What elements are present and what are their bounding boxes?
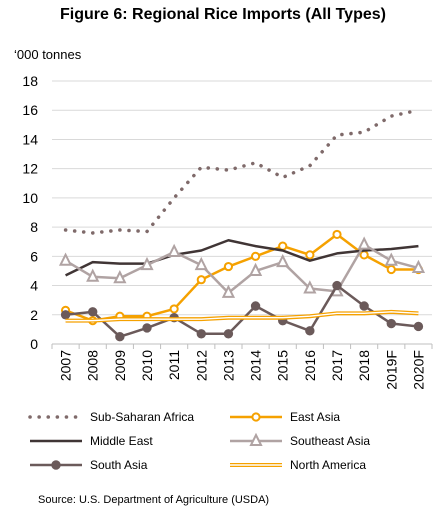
series-south-asia-point [332, 280, 342, 291]
series-north-america [65, 309, 419, 323]
y-tick-label: 18 [22, 73, 38, 89]
x-tick-label: 2009 [112, 350, 128, 381]
series-south-asia-point [60, 310, 71, 320]
x-tick-label: 2018 [356, 350, 372, 381]
series-east-asia-point [386, 264, 396, 275]
series-southeast-asia-point [86, 268, 100, 282]
legend-item-sub-saharan-africa: Sub-Saharan Africa [28, 410, 194, 424]
x-tick-label: 2015 [275, 350, 291, 381]
series-southeast-asia-point [384, 252, 398, 266]
legend-item-southeast-asia: Southeast Asia [230, 432, 370, 448]
legend-item-south-asia: South Asia [30, 458, 148, 472]
series-east-asia-point [250, 251, 261, 261]
series-north-america-line-inner [65, 311, 419, 322]
legend-item-east-asia: East Asia [230, 410, 340, 424]
series-sub-saharan-africa-line [63, 108, 421, 235]
series-south-asia-point [142, 323, 152, 333]
legend-item-east-asia-label: East Asia [290, 410, 340, 424]
series-south-asia-point [223, 329, 234, 339]
series-south-asia-line [65, 284, 419, 338]
series-east-asia-point [223, 261, 234, 272]
series-southeast-asia-line [64, 243, 419, 295]
series-south-asia-point [305, 326, 315, 336]
x-tick-label: 2017 [329, 350, 345, 381]
series-south-asia-point [386, 318, 396, 329]
series-south-asia-point [413, 321, 424, 332]
series-southeast-asia-point [248, 262, 263, 276]
y-tick-label: 16 [22, 102, 38, 118]
series-southeast-asia-point [411, 259, 426, 274]
series-east-asia-point [305, 250, 315, 260]
series-south-asia-point [88, 307, 98, 317]
legend-item-middle-east: Middle East [30, 434, 153, 448]
legend-item-sub-saharan-africa-label: Sub-Saharan Africa [90, 410, 194, 424]
series-east-asia-point [359, 250, 369, 260]
legend-item-southeast-asia-label: Southeast Asia [290, 434, 370, 448]
series-southeast-asia-point [113, 270, 127, 284]
series-southeast-asia-point [167, 243, 181, 257]
y-tick-label: 0 [30, 336, 38, 352]
x-tick-label: 2008 [85, 350, 101, 381]
legend-item-east-asia-marker [251, 412, 261, 422]
source-note: Source: U.S. Department of Agriculture (… [38, 494, 270, 506]
x-tick-label: 2014 [248, 350, 264, 381]
x-tick-label: 2016 [302, 350, 318, 381]
x-tick-label: 2007 [58, 350, 74, 381]
legend-item-southeast-asia-marker [249, 432, 263, 446]
y-tick-label: 4 [30, 278, 38, 294]
series-south-asia-point [115, 331, 125, 342]
y-tick-label: 14 [22, 131, 38, 147]
x-tick-label: 2011 [166, 350, 182, 380]
series-southeast-asia-point [357, 236, 371, 250]
x-tick-label: 2019F [383, 350, 399, 390]
series-southeast-asia-point [58, 252, 73, 266]
series-south-asia [60, 280, 424, 342]
y-tick-label: 10 [22, 190, 38, 206]
legend-item-south-asia-label: South Asia [90, 458, 148, 472]
y-tick-label: 12 [22, 161, 38, 177]
series-south-asia-point [250, 301, 261, 311]
y-tick-label: 2 [30, 307, 38, 323]
legend-item-south-asia-marker [51, 460, 61, 470]
x-tick-label: 2013 [220, 350, 236, 381]
series-southeast-asia-point [140, 256, 154, 271]
legend-item-north-america-label: North America [290, 458, 366, 472]
legend-item-middle-east-label: Middle East [90, 434, 153, 448]
series-southeast-asia-point [276, 253, 290, 268]
legend-item-north-america: North America [230, 458, 366, 472]
series-east-asia-point [196, 275, 206, 285]
series-south-asia-point [359, 301, 369, 311]
series-southeast-asia [58, 236, 426, 298]
y-tick-label: 6 [30, 248, 38, 264]
series-sub-saharan-africa [63, 108, 421, 235]
series-southeast-asia-point [221, 284, 236, 298]
y-axis-unit-label: ‘000 tonnes [14, 47, 82, 62]
series-east-asia-point [332, 229, 342, 240]
x-tick-label: 2012 [193, 350, 209, 381]
series-east-asia-point [278, 241, 288, 251]
x-tick-label: 2010 [139, 350, 155, 381]
series-southeast-asia-point [303, 280, 317, 294]
chart-title: Figure 6: Regional Rice Imports (All Typ… [60, 6, 386, 23]
series-south-asia-point [196, 329, 206, 339]
y-tick-label: 8 [30, 219, 38, 235]
series-east-asia-point [169, 304, 179, 314]
series-southeast-asia-point [194, 256, 208, 271]
x-tick-label: 2020F [410, 350, 426, 390]
